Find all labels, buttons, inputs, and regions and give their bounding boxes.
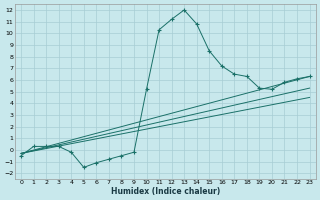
X-axis label: Humidex (Indice chaleur): Humidex (Indice chaleur): [111, 187, 220, 196]
